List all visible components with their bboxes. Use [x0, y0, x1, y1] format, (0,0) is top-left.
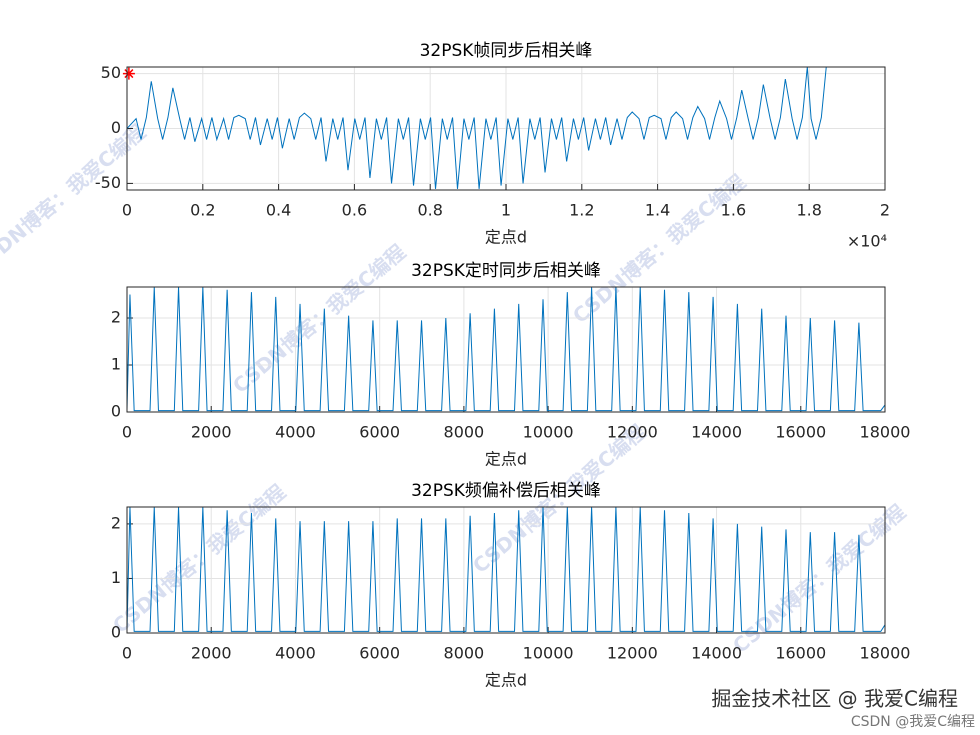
y-tick-label: 1	[111, 568, 121, 587]
x-tick-label: 16000	[775, 644, 826, 663]
x-tick-label: 1.6	[721, 201, 746, 220]
signal-line	[127, 287, 885, 412]
x-tick-label: 0	[122, 644, 132, 663]
chart-title: 32PSK频偏补偿后相关峰	[411, 481, 601, 501]
y-tick-label: 0	[111, 623, 121, 642]
x-tick-label: 1.2	[569, 201, 594, 220]
y-tick-label: 0	[111, 402, 121, 421]
watermark: CSDN @我爱C编程	[851, 714, 975, 730]
chart-title: 32PSK定时同步后相关峰	[411, 261, 601, 281]
watermark: CSDN博客：我爱C编程	[228, 240, 410, 398]
x-axis-label: 定点d	[485, 228, 527, 247]
x-tick-label: 12000	[607, 423, 658, 442]
y-tick-label: 2	[111, 513, 121, 532]
x-tick-label: 4000	[275, 644, 316, 663]
x-tick-label: 1.4	[645, 201, 670, 220]
y-tick-label: 50	[101, 63, 121, 82]
x-tick-label: 8000	[444, 423, 485, 442]
x-tick-label: 0.6	[342, 201, 367, 220]
axes-box	[126, 506, 886, 634]
x-axis-label: 定点d	[485, 671, 527, 690]
x-tick-label: 18000	[860, 644, 911, 663]
axes-box	[126, 286, 886, 413]
chart-title: 32PSK帧同步后相关峰	[420, 41, 593, 61]
x-tick-label: 14000	[691, 423, 742, 442]
x-tick-label: 10000	[523, 423, 574, 442]
x-tick-label: 2000	[191, 644, 232, 663]
x-tick-label: 14000	[691, 644, 742, 663]
y-tick-label: 2	[111, 308, 121, 327]
y-tick-label: 0	[111, 118, 121, 137]
x-multiplier: ×10⁴	[847, 232, 887, 251]
x-tick-label: 0	[122, 201, 132, 220]
x-axis-label: 定点d	[485, 450, 527, 469]
y-tick-label: 1	[111, 355, 121, 374]
marker	[122, 67, 135, 80]
watermark: CSDN博客：我爱C编程	[0, 120, 150, 278]
signal-line	[127, 67, 827, 189]
watermark: 掘金技术社区 @ 我爱C编程	[711, 687, 958, 711]
x-tick-label: 8000	[444, 644, 485, 663]
x-tick-label: 1.8	[796, 201, 821, 220]
x-tick-label: 2000	[191, 423, 232, 442]
y-tick-label: -50	[95, 173, 121, 192]
x-tick-label: 0.4	[266, 201, 291, 220]
x-tick-label: 6000	[359, 644, 400, 663]
x-tick-label: 0	[122, 423, 132, 442]
x-tick-label: 16000	[775, 423, 826, 442]
x-tick-label: 10000	[523, 644, 574, 663]
axes-box	[126, 66, 886, 191]
signal-line	[127, 507, 885, 632]
x-tick-label: 12000	[607, 644, 658, 663]
watermark: CSDN博客：我爱C编程	[568, 170, 750, 328]
x-tick-label: 18000	[860, 423, 911, 442]
x-tick-label: 0.8	[417, 201, 442, 220]
x-tick-label: 1	[501, 201, 511, 220]
x-tick-label: 0.2	[190, 201, 215, 220]
x-tick-label: 4000	[275, 423, 316, 442]
x-tick-label: 2	[880, 201, 890, 220]
x-tick-label: 6000	[359, 423, 400, 442]
